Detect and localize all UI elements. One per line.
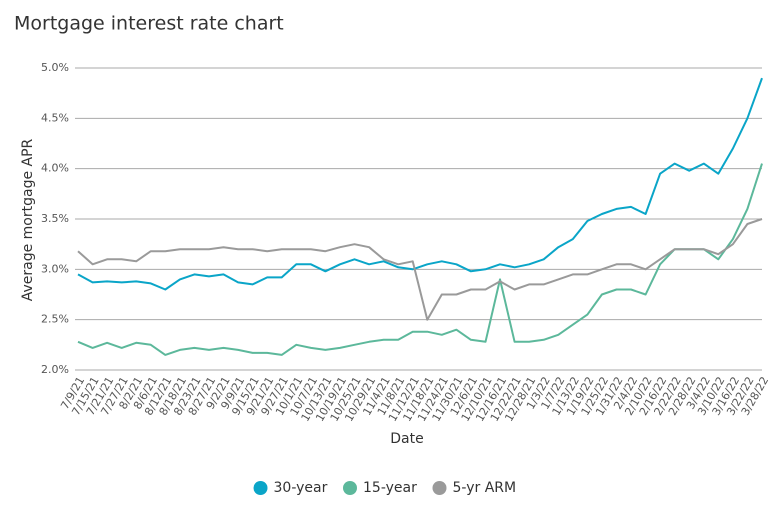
legend-label: 30-year (274, 480, 328, 496)
legend-marker (253, 481, 268, 495)
chart-title: Mortgage interest rate chart (14, 13, 284, 35)
legend-label: 5-yr ARM (453, 480, 517, 496)
y-tick-label: 3.0% (41, 262, 69, 275)
y-axis-label: Average mortgage APR (20, 138, 36, 301)
y-tick-label: 4.0% (41, 162, 69, 175)
legend-marker (432, 481, 447, 495)
y-tick-label: 5.0% (41, 61, 69, 74)
y-tick-label: 3.5% (41, 212, 69, 225)
legend-label: 15-year (363, 480, 417, 496)
x-axis-label: Date (390, 431, 423, 447)
y-tick-label: 2.5% (41, 313, 69, 326)
series-line (77, 163, 763, 356)
legend-marker (343, 481, 357, 495)
series-line (77, 77, 763, 291)
y-tick-label: 2.0% (41, 363, 69, 376)
series-line (77, 218, 763, 321)
y-tick-label: 4.5% (41, 111, 69, 124)
